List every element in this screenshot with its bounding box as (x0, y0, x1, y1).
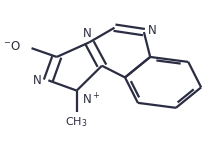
Text: N: N (83, 27, 92, 40)
Text: N$^+$: N$^+$ (82, 92, 101, 107)
Text: N: N (33, 74, 42, 87)
Text: N: N (148, 24, 157, 37)
Text: CH$_3$: CH$_3$ (66, 115, 88, 128)
Text: $^{-}$O: $^{-}$O (3, 40, 21, 53)
